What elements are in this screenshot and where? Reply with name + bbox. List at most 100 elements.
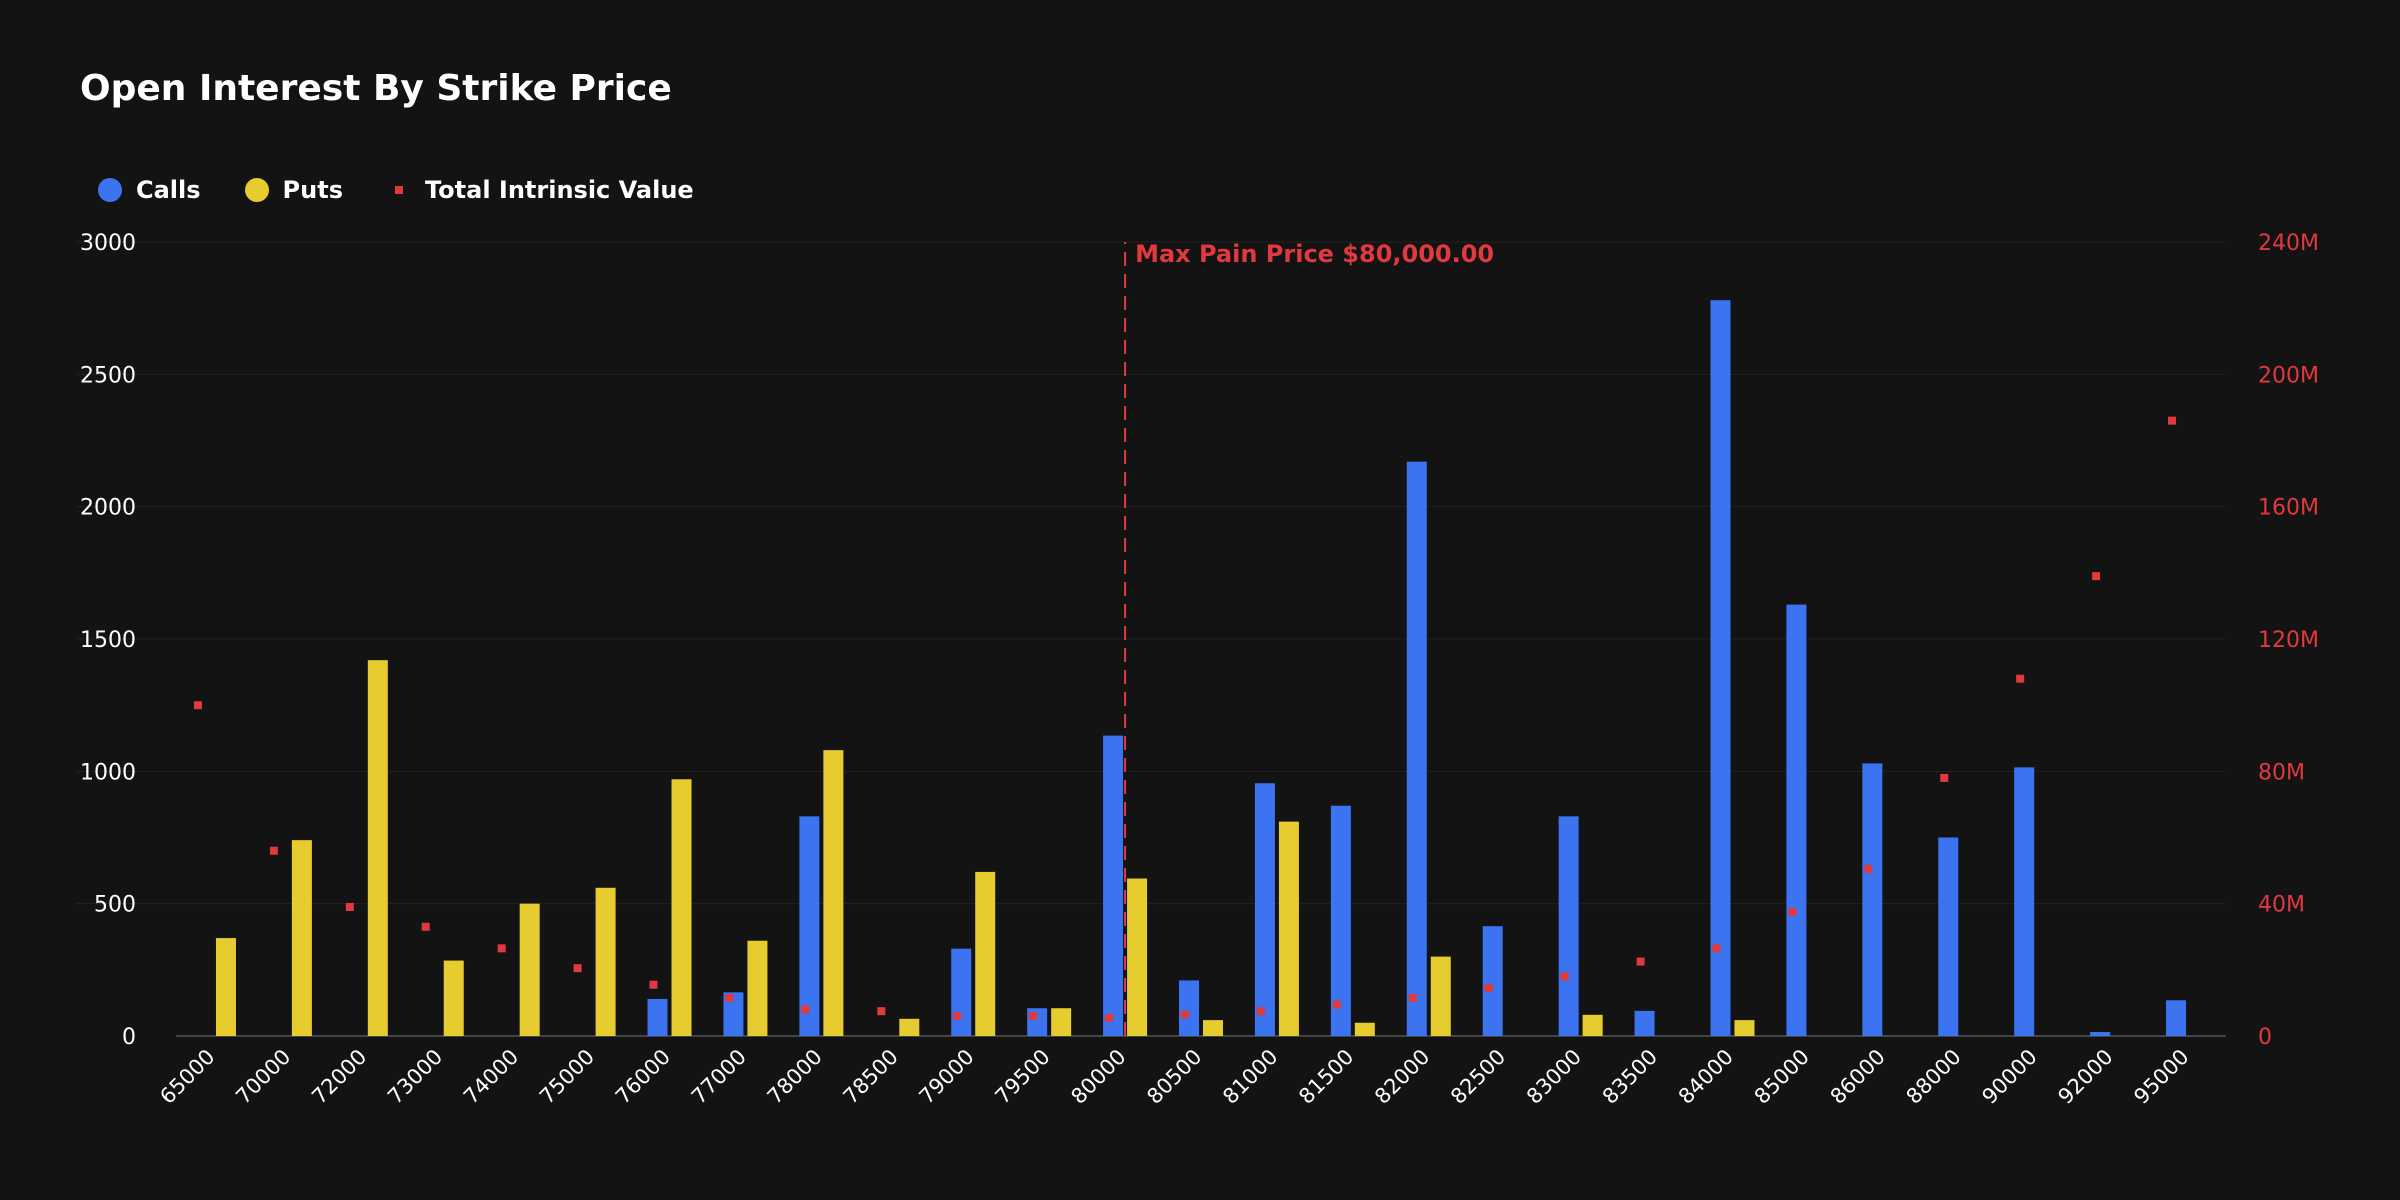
x-tick-label: 65000 xyxy=(155,1045,219,1109)
bar-puts xyxy=(899,1018,920,1036)
bar-puts xyxy=(1051,1008,1072,1036)
x-tick-label: 77000 xyxy=(687,1045,751,1109)
intrinsic-value-point xyxy=(193,701,202,710)
intrinsic-value-point xyxy=(1408,993,1417,1002)
chart-title: Open Interest By Strike Price xyxy=(80,68,672,109)
bar-puts xyxy=(1203,1020,1223,1036)
intrinsic-value-point xyxy=(497,944,506,953)
intrinsic-value-point xyxy=(877,1007,886,1016)
bar-puts xyxy=(1354,1022,1375,1036)
bar-calls xyxy=(1938,837,1959,1036)
legend-item-puts[interactable]: Puts xyxy=(244,176,343,204)
bar-calls xyxy=(1179,980,1199,1036)
bar-puts xyxy=(1430,956,1451,1036)
x-tick-label: 72000 xyxy=(307,1045,371,1109)
x-tick-label: 82500 xyxy=(1446,1045,1510,1109)
bar-calls xyxy=(1558,816,1579,1036)
x-tick-label: 83000 xyxy=(1522,1045,1586,1109)
x-tick-label: 81000 xyxy=(1218,1045,1282,1109)
bar-calls xyxy=(1254,783,1275,1036)
bar-calls xyxy=(647,998,668,1036)
x-tick-label: 79500 xyxy=(990,1045,1054,1109)
intrinsic-value-point xyxy=(1484,984,1493,993)
bar-calls xyxy=(951,948,972,1036)
intrinsic-value-point xyxy=(269,846,278,855)
x-tick-label: 79000 xyxy=(915,1045,979,1109)
intrinsic-value-point xyxy=(1029,1012,1038,1021)
bar-puts xyxy=(443,960,464,1036)
x-tick-label: 75000 xyxy=(535,1045,599,1109)
x-tick-label: 92000 xyxy=(2053,1045,2117,1109)
intrinsic-value-point xyxy=(2168,416,2177,425)
bar-calls xyxy=(1482,926,1503,1036)
intrinsic-value-point xyxy=(345,902,354,911)
chart-legend: Calls Puts Total Intrinsic Value xyxy=(98,176,738,204)
x-tick-label: 81500 xyxy=(1294,1045,1358,1109)
intrinsic-value-point xyxy=(573,964,582,973)
legend-marker-intrinsic xyxy=(394,186,403,194)
intrinsic-value-point xyxy=(1864,864,1873,873)
y-tick-left: 1000 xyxy=(80,760,136,785)
x-tick-label: 78000 xyxy=(763,1045,827,1109)
bar-puts xyxy=(1582,1014,1603,1036)
y-tick-right: 160M xyxy=(2258,496,2319,521)
x-tick-label: 74000 xyxy=(459,1045,523,1109)
y-tick-left: 1500 xyxy=(80,628,136,653)
bar-calls xyxy=(2166,1000,2187,1036)
intrinsic-value-point xyxy=(1332,1000,1341,1009)
y-tick-right: 240M xyxy=(2258,231,2319,256)
x-tick-label: 85000 xyxy=(1750,1045,1814,1109)
bar-calls xyxy=(2014,767,2035,1036)
x-tick-label: 90000 xyxy=(1978,1045,2042,1109)
max-pain-label: Max Pain Price $80,000.00 xyxy=(1135,240,1494,268)
x-tick-label: 82000 xyxy=(1370,1045,1434,1109)
y-tick-right: 80M xyxy=(2258,760,2305,785)
intrinsic-value-point xyxy=(1105,1013,1114,1022)
bar-puts xyxy=(595,887,616,1036)
legend-item-calls[interactable]: Calls xyxy=(98,176,201,204)
y-tick-right: 40M xyxy=(2258,893,2305,918)
bar-calls xyxy=(799,816,820,1036)
legend-label-intrinsic: Total Intrinsic Value xyxy=(424,176,694,204)
x-tick-label: 73000 xyxy=(383,1045,447,1109)
bar-puts xyxy=(215,938,236,1036)
y-tick-left: 3000 xyxy=(80,231,136,256)
bar-calls xyxy=(1103,735,1124,1036)
bar-calls xyxy=(1406,461,1427,1036)
x-tick-label: 84000 xyxy=(1674,1045,1738,1109)
x-tick-label: 83500 xyxy=(1598,1045,1662,1109)
intrinsic-value-point xyxy=(1940,773,1949,782)
x-tick-label: 95000 xyxy=(2129,1045,2193,1109)
legend-label-calls: Calls xyxy=(136,176,201,204)
bar-calls xyxy=(1710,300,1731,1036)
y-tick-right: 200M xyxy=(2258,363,2319,388)
x-tick-label: 86000 xyxy=(1826,1045,1890,1109)
intrinsic-value-point xyxy=(649,980,658,989)
intrinsic-value-point xyxy=(801,1005,810,1014)
x-tick-label: 78500 xyxy=(839,1045,903,1109)
bar-calls xyxy=(723,992,744,1036)
legend-marker-puts xyxy=(244,178,269,202)
y-tick-left: 0 xyxy=(122,1025,136,1050)
legend-item-intrinsic[interactable]: Total Intrinsic Value xyxy=(387,176,694,204)
intrinsic-value-point xyxy=(1256,1007,1265,1016)
y-tick-right: 0 xyxy=(2258,1025,2272,1050)
bar-puts xyxy=(519,903,540,1036)
intrinsic-value-point xyxy=(1560,972,1569,981)
intrinsic-value-point xyxy=(2016,674,2025,683)
y-tick-right: 120M xyxy=(2258,628,2319,653)
bar-puts xyxy=(671,779,692,1036)
bar-puts xyxy=(1278,821,1299,1036)
bar-puts xyxy=(367,660,388,1036)
bar-puts xyxy=(747,940,768,1036)
y-tick-left: 500 xyxy=(94,893,136,918)
intrinsic-value-point xyxy=(1788,907,1797,916)
intrinsic-value-point xyxy=(2092,572,2101,581)
legend-label-puts: Puts xyxy=(282,176,343,204)
bar-calls xyxy=(1634,1010,1655,1036)
x-tick-label: 88000 xyxy=(1902,1045,1966,1109)
bar-puts xyxy=(1734,1020,1755,1036)
bar-calls xyxy=(2090,1032,2111,1036)
intrinsic-value-point xyxy=(1181,1010,1189,1019)
